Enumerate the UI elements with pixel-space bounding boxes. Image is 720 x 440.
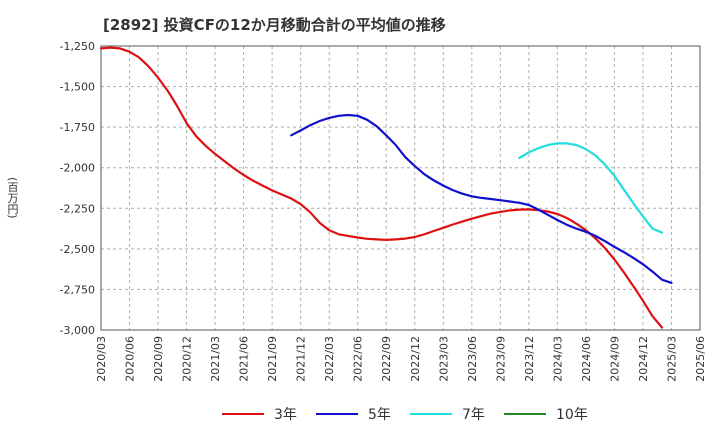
y-tick-label: -1,750 <box>60 121 95 134</box>
chart-title: [2892] 投資CFの12か月移動合計の平均値の推移 <box>103 16 446 34</box>
x-tick-label: 2025/06 <box>694 336 707 382</box>
x-tick-label: 2022/12 <box>409 336 422 382</box>
y-tick-label: -2,000 <box>60 162 95 175</box>
axes <box>100 45 701 331</box>
y-axis-label: (百万円) <box>6 177 19 219</box>
x-tick-label: 2022/03 <box>323 336 336 382</box>
x-tick-labels: 2020/03 2020/06 2020/09 2020/12 2021/03 2021/… <box>95 336 707 382</box>
x-tick-label: 2021/06 <box>238 336 251 382</box>
legend-item: 3年 <box>222 402 297 426</box>
legend-item: 7年 <box>410 402 485 426</box>
x-tick-label: 2025/03 <box>665 336 678 382</box>
grid <box>100 45 701 331</box>
series-line-7年 <box>518 142 664 234</box>
plot-frame <box>100 45 701 331</box>
x-tick-label: 2021/03 <box>209 336 222 382</box>
line-chart-plot: -1,250 -1,500 -1,750 -2,000 -2,250 -2,500 -2,7… <box>60 40 707 382</box>
legend-item: 5年 <box>316 402 391 426</box>
y-tick-label: -1,250 <box>60 40 95 53</box>
legend-label: 10年 <box>556 407 588 423</box>
series-lines <box>99 46 673 329</box>
x-tick-label: 2024/06 <box>580 336 593 382</box>
x-tick-label: 2020/12 <box>181 336 194 382</box>
legend-label: 3年 <box>274 407 297 423</box>
y-tick-label: -2,750 <box>60 283 95 296</box>
series-line-3年 <box>99 46 664 329</box>
legend-swatch <box>410 413 452 415</box>
x-tick-label: 2023/12 <box>523 336 536 382</box>
x-tick-label: 2023/03 <box>437 336 450 382</box>
x-tick-label: 2020/09 <box>152 336 165 382</box>
legend-item: 10年 <box>504 402 588 426</box>
x-tick-label: 2020/06 <box>124 336 137 382</box>
legend-swatch <box>504 413 546 415</box>
x-tick-label: 2023/06 <box>466 336 479 382</box>
legend-label: 7年 <box>462 407 485 423</box>
x-tick-label: 2022/06 <box>352 336 365 382</box>
legend: 3年 5年 7年 10年 <box>0 402 720 426</box>
y-tick-label: -2,500 <box>60 243 95 256</box>
x-tick-label: 2023/09 <box>494 336 507 382</box>
y-tick-label: -3,000 <box>60 324 95 337</box>
x-tick-label: 2024/09 <box>608 336 621 382</box>
x-tick-label: 2024/12 <box>637 336 650 382</box>
x-tick-label: 2020/03 <box>95 336 108 382</box>
y-tick-label: -1,500 <box>60 81 95 94</box>
legend-label: 5年 <box>368 407 391 423</box>
x-tick-label: 2022/09 <box>380 336 393 382</box>
legend-swatch <box>222 413 264 415</box>
x-tick-label: 2021/12 <box>295 336 308 382</box>
x-tick-label: 2024/03 <box>551 336 564 382</box>
y-tick-labels: -1,250 -1,500 -1,750 -2,000 -2,250 -2,500 -2,7… <box>60 40 95 337</box>
x-tick-label: 2021/09 <box>266 336 279 382</box>
series-line-5年 <box>290 113 673 284</box>
y-tick-label: -2,250 <box>60 202 95 215</box>
legend-swatch <box>316 413 358 415</box>
